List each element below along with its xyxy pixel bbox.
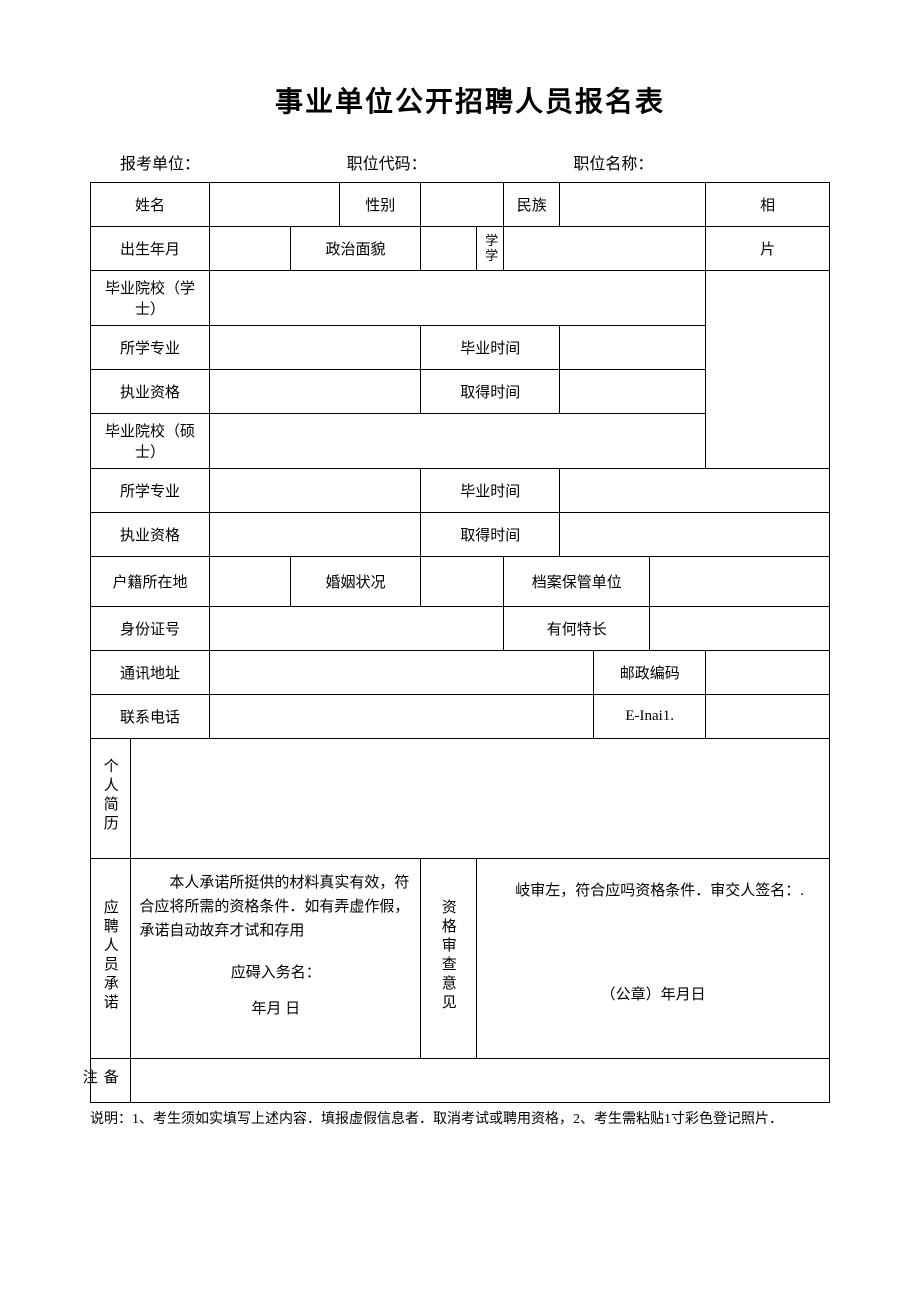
- name-label: 姓名: [91, 183, 210, 227]
- photo-label-2: 片: [706, 227, 830, 271]
- archive-label: 档案保管单位: [504, 557, 650, 607]
- qualification-label-1: 执业资格: [91, 370, 210, 414]
- name-value: [210, 183, 340, 227]
- postcode-label: 邮政编码: [594, 651, 706, 695]
- code-label: 职位代码：: [347, 150, 574, 174]
- resume-value: [131, 739, 830, 859]
- grad-time-label-2: 毕业时间: [421, 469, 560, 513]
- email-value: [706, 695, 830, 739]
- specialty-label: 有何特长: [504, 607, 650, 651]
- id-value: [210, 607, 504, 651]
- nation-label: 民族: [504, 183, 560, 227]
- grad-time-value-1: [560, 326, 706, 370]
- marriage-label: 婚姻状况: [290, 557, 420, 607]
- qualification-value-1: [210, 370, 421, 414]
- grad-school-b-value: [210, 271, 706, 326]
- political-label: 政治面貌: [290, 227, 420, 271]
- household-label: 户籍所在地: [91, 557, 210, 607]
- header-row: 报考单位： 职位代码： 职位名称：: [90, 150, 830, 174]
- commitment-label: 应聘人员承诺: [91, 859, 131, 1059]
- obtain-time-value-1: [560, 370, 706, 414]
- unit-label: 报考单位：: [120, 150, 347, 174]
- nation-value: [560, 183, 706, 227]
- gender-value: [421, 183, 504, 227]
- posname-label: 职位名称：: [573, 150, 800, 174]
- birth-label: 出生年月: [91, 227, 210, 271]
- resume-label: 个人简历: [91, 739, 131, 859]
- marriage-value: [421, 557, 504, 607]
- archive-value: [650, 557, 830, 607]
- degree-label: 学学: [477, 227, 504, 271]
- postcode-value: [706, 651, 830, 695]
- grad-time-value-2: [560, 469, 830, 513]
- photo-area: [706, 271, 830, 469]
- address-label: 通讯地址: [91, 651, 210, 695]
- footnote: 说明：1、考生须如实填写上述内容．填报虚假信息者．取消考试或聘用资格，2、考生需…: [90, 1109, 830, 1130]
- grad-school-m-value: [210, 414, 706, 469]
- birth-value: [210, 227, 291, 271]
- review-label: 资格审查意见: [421, 859, 477, 1059]
- grad-time-label-1: 毕业时间: [421, 326, 560, 370]
- qualification-value-2: [210, 513, 421, 557]
- form-table: 姓名 性别 民族 相 出生年月 政治面貌 学学 片 毕业院校（学士） 所学专业 …: [90, 182, 830, 1103]
- review-body: 岐审左，符合应吗资格条件．审交人签名：. （公章）年月日: [477, 859, 830, 1059]
- photo-label-1: 相: [706, 183, 830, 227]
- major-value-1: [210, 326, 421, 370]
- obtain-time-label-2: 取得时间: [421, 513, 560, 557]
- gender-label: 性别: [340, 183, 421, 227]
- specialty-value: [650, 607, 830, 651]
- remark-value: [131, 1059, 830, 1103]
- major-value-2: [210, 469, 421, 513]
- degree-value: [504, 227, 706, 271]
- grad-school-m-label: 毕业院校（硕士）: [91, 414, 210, 469]
- obtain-time-label-1: 取得时间: [421, 370, 560, 414]
- page-title: 事业单位公开招聘人员报名表: [110, 80, 830, 120]
- phone-value: [210, 695, 594, 739]
- obtain-time-value-2: [560, 513, 830, 557]
- email-label: E-Inai1.: [594, 695, 706, 739]
- household-value: [210, 557, 291, 607]
- political-value: [421, 227, 477, 271]
- qualification-label-2: 执业资格: [91, 513, 210, 557]
- remark-label: 备注: [91, 1059, 131, 1103]
- phone-label: 联系电话: [91, 695, 210, 739]
- commitment-body: 本人承诺所挺供的材料真实有效，符合应将所需的资格条件．如有弄虚作假，承诺自动故弃…: [131, 859, 421, 1059]
- address-value: [210, 651, 594, 695]
- id-label: 身份证号: [91, 607, 210, 651]
- grad-school-b-label: 毕业院校（学士）: [91, 271, 210, 326]
- major-label-2: 所学专业: [91, 469, 210, 513]
- major-label-1: 所学专业: [91, 326, 210, 370]
